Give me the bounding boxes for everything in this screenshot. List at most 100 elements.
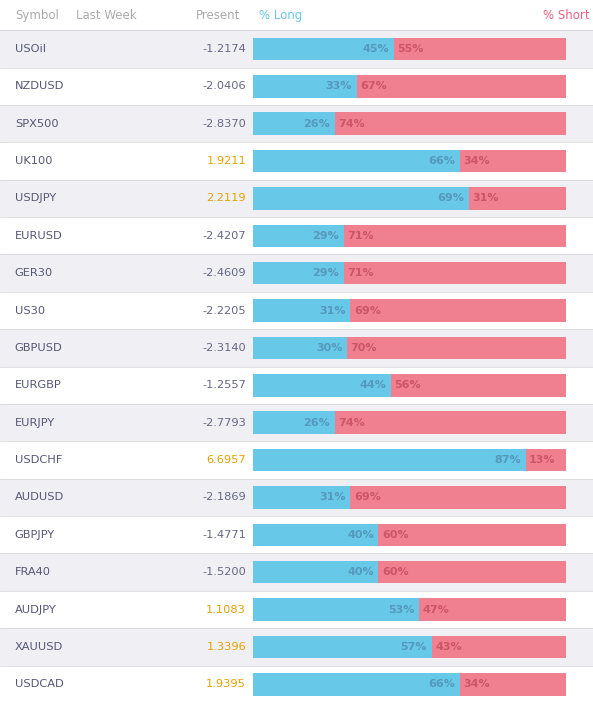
Text: 71%: 71%	[347, 268, 374, 278]
Text: 40%: 40%	[347, 530, 374, 540]
Bar	[0, 0, 593, 30]
Text: 6.6957: 6.6957	[206, 455, 246, 465]
Text: FRA40: FRA40	[15, 567, 51, 577]
Bar	[0, 67, 593, 105]
Bar	[253, 561, 378, 583]
Bar	[253, 524, 378, 546]
Bar	[0, 553, 593, 591]
Text: 30%: 30%	[316, 343, 342, 353]
Bar	[0, 628, 593, 666]
Bar	[253, 636, 566, 658]
Bar	[253, 561, 566, 583]
Bar	[0, 516, 593, 553]
Bar	[253, 449, 525, 471]
Bar	[0, 142, 593, 180]
Bar	[347, 337, 566, 359]
Text: 1.9211: 1.9211	[206, 156, 246, 166]
Bar	[0, 441, 593, 479]
Text: -1.2174: -1.2174	[202, 44, 246, 54]
Text: -2.0406: -2.0406	[202, 82, 246, 91]
Text: 26%: 26%	[303, 418, 330, 427]
Bar	[0, 217, 593, 254]
Text: 69%: 69%	[438, 193, 464, 203]
Bar	[253, 598, 419, 621]
Text: -1.2557: -1.2557	[202, 380, 246, 390]
Bar	[253, 150, 460, 172]
Bar	[253, 374, 391, 396]
Bar	[378, 561, 566, 583]
Bar	[253, 524, 566, 546]
Bar	[391, 374, 566, 396]
Text: 66%: 66%	[428, 679, 455, 690]
Bar	[460, 150, 566, 172]
Bar	[0, 479, 593, 516]
Text: -2.3140: -2.3140	[202, 343, 246, 353]
Bar	[378, 524, 566, 546]
Text: EURGBP: EURGBP	[15, 380, 62, 390]
Text: 66%: 66%	[428, 156, 455, 166]
Text: 53%: 53%	[388, 605, 415, 614]
Bar	[253, 636, 432, 658]
Bar	[253, 38, 394, 60]
Bar	[253, 75, 356, 98]
Text: -2.4207: -2.4207	[202, 231, 246, 241]
Bar	[394, 38, 566, 60]
Bar	[253, 673, 566, 695]
Text: -1.4771: -1.4771	[202, 530, 246, 540]
Text: EURJPY: EURJPY	[15, 418, 55, 427]
Text: 60%: 60%	[382, 530, 409, 540]
Bar	[344, 262, 566, 285]
Text: US30: US30	[15, 306, 45, 316]
Text: EURUSD: EURUSD	[15, 231, 63, 241]
Bar	[334, 112, 566, 135]
Bar	[253, 673, 460, 695]
Bar	[253, 299, 350, 322]
Text: GBPJPY: GBPJPY	[15, 530, 55, 540]
Text: -2.7793: -2.7793	[202, 418, 246, 427]
Bar	[253, 449, 566, 471]
Bar	[253, 411, 566, 434]
Bar	[253, 112, 334, 135]
Text: 45%: 45%	[363, 44, 390, 54]
Bar	[0, 666, 593, 703]
Text: 69%: 69%	[354, 492, 381, 503]
Text: % Long: % Long	[259, 8, 302, 22]
Bar	[0, 180, 593, 217]
Text: 2.2119: 2.2119	[206, 193, 246, 203]
Text: GBPUSD: GBPUSD	[15, 343, 63, 353]
Bar	[356, 75, 566, 98]
Text: 69%: 69%	[354, 306, 381, 316]
Bar	[0, 367, 593, 404]
Bar	[419, 598, 566, 621]
Text: 43%: 43%	[435, 642, 462, 652]
Bar	[253, 38, 566, 60]
Text: 56%: 56%	[394, 380, 421, 390]
Bar	[253, 486, 566, 509]
Bar	[253, 150, 566, 172]
Text: 34%: 34%	[463, 679, 490, 690]
Bar	[432, 636, 566, 658]
Bar	[460, 673, 566, 695]
Bar	[0, 329, 593, 367]
Text: 70%: 70%	[350, 343, 377, 353]
Text: -1.5200: -1.5200	[202, 567, 246, 577]
Text: 1.3396: 1.3396	[206, 642, 246, 652]
Bar	[253, 75, 566, 98]
Text: Last Week: Last Week	[76, 8, 137, 22]
Bar	[253, 112, 566, 135]
Bar	[469, 187, 566, 209]
Text: 13%: 13%	[529, 455, 556, 465]
Text: 87%: 87%	[494, 455, 521, 465]
Text: XAUUSD: XAUUSD	[15, 642, 63, 652]
Text: USDJPY: USDJPY	[15, 193, 56, 203]
Text: -2.2205: -2.2205	[202, 306, 246, 316]
Text: 60%: 60%	[382, 567, 409, 577]
Bar	[253, 262, 344, 285]
Bar	[253, 224, 344, 247]
Text: % Short: % Short	[543, 8, 590, 22]
Bar	[253, 299, 566, 322]
Bar	[253, 598, 566, 621]
Bar	[0, 404, 593, 441]
Text: 31%: 31%	[473, 193, 499, 203]
Text: 67%: 67%	[360, 82, 387, 91]
